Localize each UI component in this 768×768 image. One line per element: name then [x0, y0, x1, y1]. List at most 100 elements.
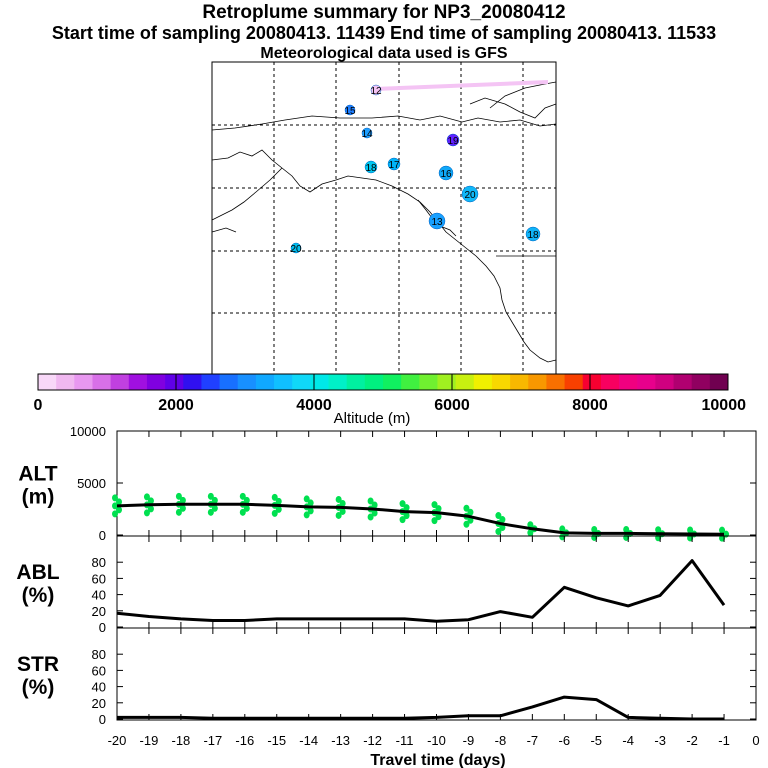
x-tick-label: -1: [718, 733, 730, 748]
altitude-scatter-point: [239, 508, 246, 516]
altitude-colorbar: 0 2000 4000 6000 8000 10000: [34, 373, 747, 414]
altitude-scatter-point: [367, 497, 374, 505]
altitude-scatter-point: [303, 511, 310, 519]
x-axis-label: Travel time (days): [370, 752, 505, 768]
panel-label: ALT: [18, 463, 57, 486]
colorbar-swatch: [510, 374, 529, 390]
colorbar-swatch: [419, 374, 438, 390]
altitude-scatter-point: [147, 497, 154, 505]
panel-unit: (m): [22, 486, 55, 509]
y-tick-label: 40: [92, 680, 106, 695]
altitude-scatter-point: [463, 520, 470, 528]
colorbar-swatch: [655, 374, 674, 390]
altitude-scatter-point: [271, 493, 278, 501]
map-graticule: [212, 62, 556, 375]
x-tick-label: -11: [396, 733, 414, 748]
plume-marker-label: 13: [431, 217, 443, 228]
y-tick-label: 80: [92, 647, 106, 662]
colorbar-swatch: [165, 374, 184, 390]
x-tick-label: -15: [267, 733, 286, 748]
x-tick-label: -18: [172, 733, 191, 748]
plume-marker-dot: [361, 127, 373, 139]
y-tick-label: 20: [92, 604, 106, 619]
colorbar-swatch: [328, 374, 348, 390]
colorbar-swatch: [219, 374, 239, 390]
altitude-scatter-point: [403, 512, 410, 520]
altitude-scatter-point: [239, 492, 246, 500]
altitude-scatter-point: [307, 499, 314, 507]
plume-marker-label: 14: [361, 129, 373, 140]
altitude-scatter-point: [687, 526, 694, 534]
x-tick-label: -17: [203, 733, 222, 748]
altitude-scatter-point: [655, 526, 662, 534]
altitude-scatter-point: [275, 505, 282, 513]
chart-title: Retroplume summary for NP3_20080412: [202, 2, 566, 23]
colorbar-swatch: [56, 374, 75, 390]
plume-marker-label: 20: [290, 244, 302, 255]
colorbar-swatch: [183, 374, 202, 390]
colorbar-swatch: [691, 374, 711, 390]
colorbar-tick-label: 10000: [702, 397, 747, 414]
map-panel: 12 15 14 19 18 17 16 20 13 18 20: [211, 61, 557, 376]
altitude-scatter-point: [719, 526, 726, 534]
altitude-scatter-point: [116, 498, 122, 506]
altitude-scatter-point: [435, 505, 442, 513]
colorbar-swatch: [146, 374, 166, 390]
altitude-scatter-point: [271, 509, 278, 517]
x-tick-label: -16: [235, 733, 254, 748]
colorbar-swatch: [491, 374, 511, 390]
plume-marker-dot: [525, 226, 541, 242]
altitude-scatter-point: [211, 496, 218, 504]
sampling-times: Start time of sampling 20080413. 11439 E…: [51, 23, 717, 43]
altitude-scatter-point: [431, 517, 438, 525]
colorbar-swatch: [74, 374, 93, 390]
altitude-scatter-point: [403, 504, 410, 512]
colorbar-swatch: [383, 374, 402, 390]
panel-unit: (%): [22, 676, 55, 699]
y-tick-label: 0: [99, 620, 106, 635]
colorbar-tick-label: 8000: [572, 397, 608, 414]
altitude-scatter-point: [335, 511, 342, 519]
meteorological-data-note: Meteorological data used is GFS: [260, 45, 508, 62]
altitude-scatter-point: [112, 494, 118, 502]
plume-marker-label: 19: [447, 136, 459, 147]
plume-marker-dot: [461, 185, 479, 203]
colorbar-swatch: [619, 374, 638, 390]
colorbar-swatch: [255, 374, 275, 390]
altitude-scatter-point: [371, 509, 378, 517]
plume-marker-dot: [428, 212, 446, 230]
panel-unit: (%): [22, 584, 55, 607]
panel-alt: 0 5000 10000 ALT(m): [18, 424, 757, 543]
plume-marker-label: 20: [464, 190, 476, 201]
colorbar-swatch: [201, 374, 220, 390]
colorbar-swatch: [455, 374, 475, 390]
colorbar-swatch: [364, 374, 384, 390]
colorbar-tick-label: 2000: [158, 397, 194, 414]
colorbar-swatch: [128, 374, 148, 390]
y-tick-label: 0: [99, 528, 106, 543]
altitude-scatter-point: [243, 496, 250, 504]
altitude-scatter-point: [399, 500, 406, 508]
colorbar-swatch: [473, 374, 493, 390]
altitude-scatter-point: [527, 529, 534, 537]
altitude-scatter-point: [143, 509, 150, 517]
colorbar-swatch: [600, 374, 620, 390]
altitude-scatter-point: [307, 507, 314, 515]
colorbar-tick-label: 6000: [434, 397, 470, 414]
map-coastlines: [211, 81, 557, 363]
colorbar-swatch: [38, 374, 57, 390]
panel-frame: [116, 627, 757, 721]
altitude-scatter-point: [207, 508, 214, 516]
colorbar-swatch: [528, 374, 547, 390]
colorbar-swatch: [310, 374, 329, 390]
colorbar-swatch: [673, 374, 693, 390]
x-tick-label: -12: [363, 733, 382, 748]
altitude-scatter-point: [495, 528, 502, 536]
altitude-scatter-point: [275, 497, 282, 505]
colorbar-swatch: [709, 374, 729, 390]
x-tick-label: -7: [527, 733, 539, 748]
altitude-scatter-point: [399, 516, 406, 524]
altitude-scatter-point: [243, 504, 250, 512]
